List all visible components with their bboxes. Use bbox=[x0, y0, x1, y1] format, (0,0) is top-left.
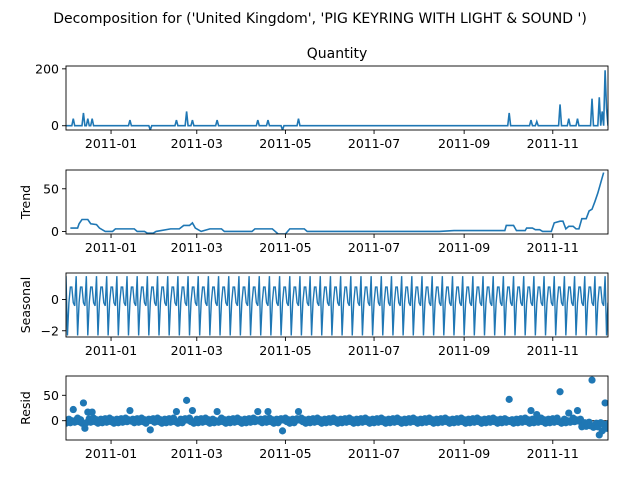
plot-area bbox=[66, 376, 608, 439]
x-tick-label: 2011-11 bbox=[527, 343, 579, 358]
panel-title: Quantity bbox=[307, 46, 368, 62]
y-axis-label: Resid bbox=[18, 391, 33, 425]
x-tick-label: 2011-09 bbox=[438, 446, 490, 461]
panels: 0 200 2011-01 2011-03 2011-05 2011-07 2011-09 2… bbox=[18, 46, 609, 461]
y-tick-label: −2 bbox=[41, 323, 59, 338]
x-tick-label: 2011-09 bbox=[438, 240, 490, 255]
resid-point bbox=[588, 376, 596, 384]
resid-point bbox=[79, 399, 88, 407]
x-tick-label: 2011-07 bbox=[348, 343, 400, 358]
y-tick-label: 0 bbox=[51, 224, 59, 239]
y-tick-label: 0 bbox=[51, 118, 59, 133]
plot-area bbox=[70, 172, 605, 234]
resid-point bbox=[188, 406, 197, 415]
x-tick-label: 2011-05 bbox=[259, 446, 311, 461]
y-axis-label: Trend bbox=[18, 185, 33, 220]
resid-point bbox=[172, 407, 181, 416]
axes-frame bbox=[65, 65, 609, 131]
y-tick-label: 200 bbox=[35, 61, 59, 76]
axes-frame bbox=[65, 272, 609, 338]
resid-point bbox=[254, 407, 262, 416]
x-tick-label: 2011-11 bbox=[527, 446, 579, 461]
panel-4: 0 50 2011-01 2011-03 2011-05 2011-07 2011-09 20… bbox=[18, 375, 609, 461]
y-tick-label: 0 bbox=[51, 413, 59, 428]
y-tick-label: 0 bbox=[51, 292, 59, 307]
trend-line bbox=[70, 172, 605, 234]
resid-point bbox=[146, 426, 154, 434]
x-tick-label: 2011-05 bbox=[259, 240, 311, 255]
x-tick-label: 2011-05 bbox=[259, 343, 311, 358]
x-tick-label: 2011-11 bbox=[527, 136, 579, 151]
axes-frame bbox=[65, 169, 609, 235]
x-tick-label: 2011-07 bbox=[348, 240, 400, 255]
figure-title: Decomposition for ('United Kingdom', 'PI… bbox=[53, 11, 587, 27]
x-tick-label: 2011-03 bbox=[171, 240, 223, 255]
x-tick-label: 2011-03 bbox=[171, 136, 223, 151]
resid-point bbox=[69, 405, 77, 414]
resid-point bbox=[556, 388, 564, 396]
resid-point bbox=[294, 407, 303, 416]
resid-point bbox=[505, 395, 513, 403]
resid-point bbox=[81, 424, 89, 432]
resid-point bbox=[527, 406, 535, 415]
panel-1: 0 200 2011-01 2011-03 2011-05 2011-07 2011-09 2… bbox=[35, 46, 609, 151]
resid-point bbox=[604, 420, 608, 428]
resid-point bbox=[278, 427, 287, 435]
y-axis-label: Seasonal bbox=[18, 277, 33, 334]
resid-point bbox=[126, 406, 134, 415]
resid-point bbox=[183, 396, 191, 404]
x-tick-label: 2011-09 bbox=[438, 136, 490, 151]
resid-point bbox=[213, 407, 221, 416]
x-tick-label: 2011-05 bbox=[259, 136, 311, 151]
resid-point bbox=[601, 399, 608, 407]
x-tick-label: 2011-01 bbox=[85, 343, 137, 358]
x-tick-label: 2011-09 bbox=[438, 343, 490, 358]
panel-3: −2 0 2011-01 2011-03 2011-05 2011-07 2011-09 20… bbox=[18, 272, 609, 358]
x-tick-label: 2011-07 bbox=[348, 136, 400, 151]
plot-area bbox=[66, 276, 608, 336]
x-tick-label: 2011-01 bbox=[85, 446, 137, 461]
x-tick-label: 2011-07 bbox=[348, 446, 400, 461]
plot-area bbox=[66, 70, 608, 130]
quantity-line bbox=[66, 70, 608, 130]
axes-frame bbox=[65, 375, 609, 441]
y-tick-label: 50 bbox=[43, 181, 59, 196]
seasonal-line bbox=[66, 276, 608, 336]
x-tick-label: 2011-01 bbox=[85, 136, 137, 151]
x-tick-label: 2011-01 bbox=[85, 240, 137, 255]
y-tick-label: 50 bbox=[43, 388, 59, 403]
x-tick-label: 2011-11 bbox=[527, 240, 579, 255]
x-tick-label: 2011-03 bbox=[171, 446, 223, 461]
resid-point bbox=[565, 409, 573, 417]
resid-point bbox=[88, 408, 96, 416]
resid-point bbox=[264, 407, 272, 416]
resid-point bbox=[573, 406, 582, 415]
x-tick-label: 2011-03 bbox=[171, 343, 223, 358]
panel-2: 0 50 2011-01 2011-03 2011-05 2011-07 2011-09 20… bbox=[18, 169, 609, 255]
